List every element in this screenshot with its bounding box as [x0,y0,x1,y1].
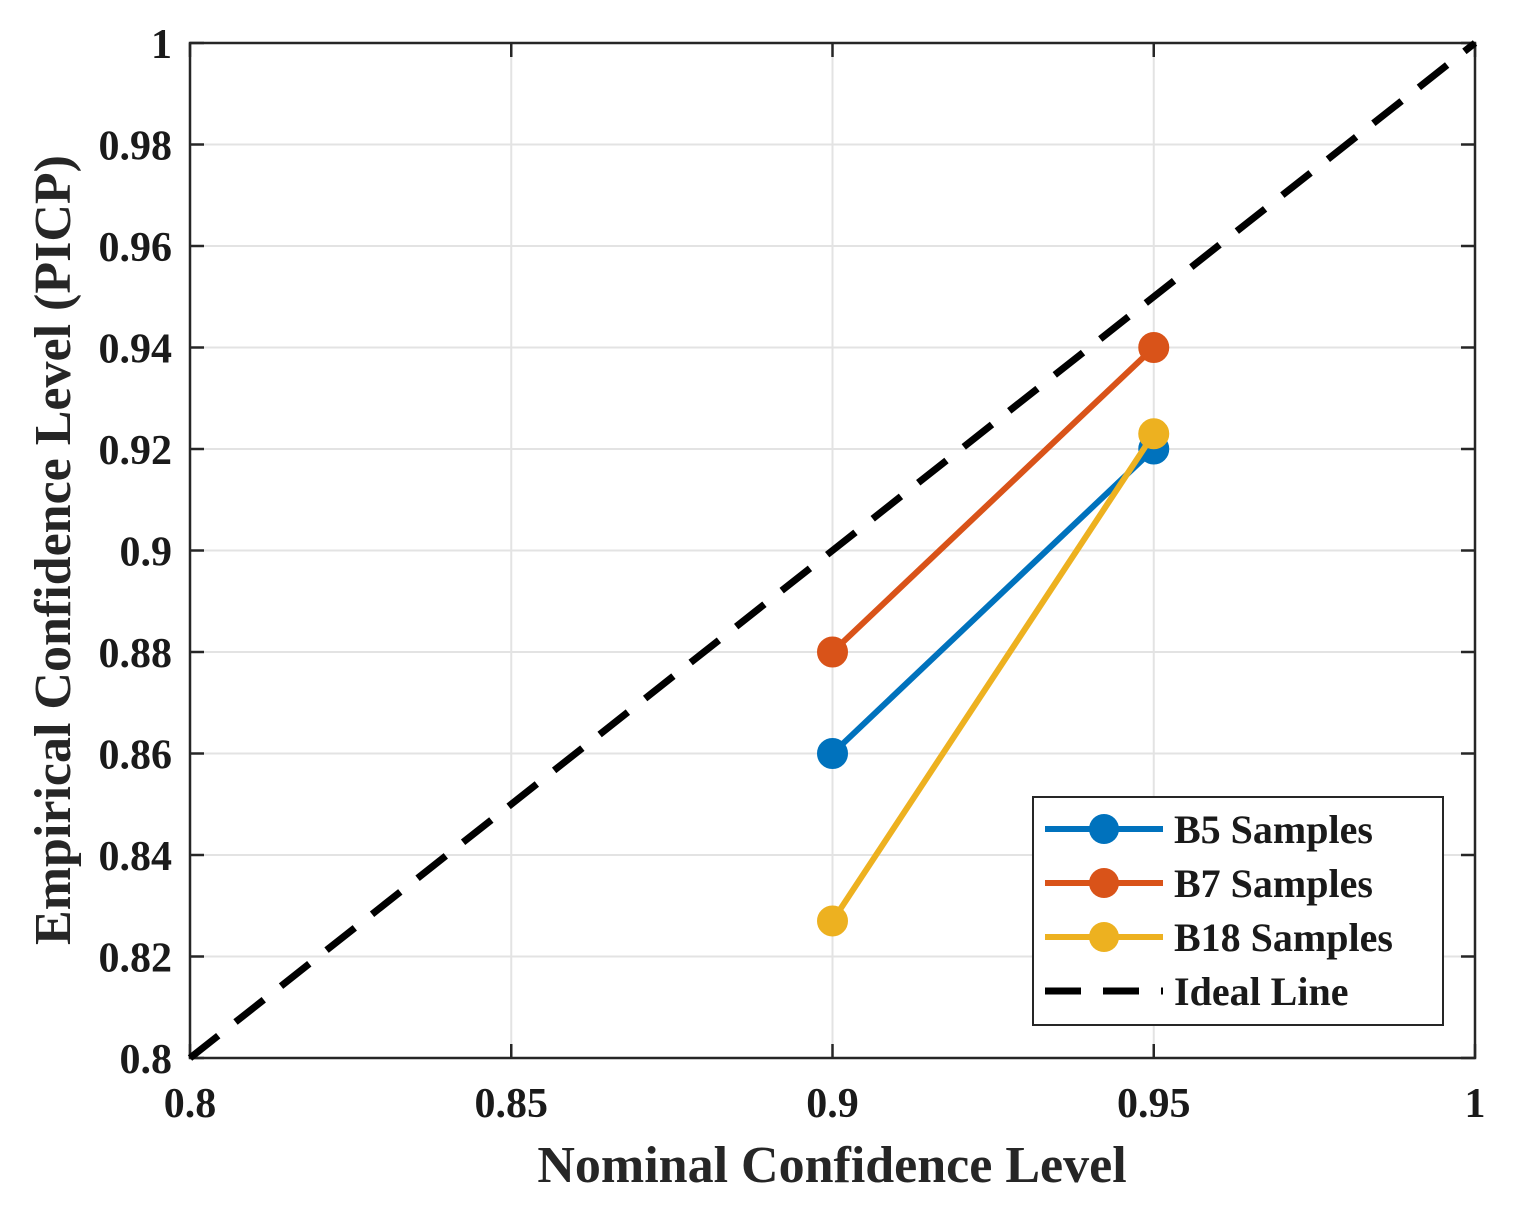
b7-samples-line [830,345,1156,655]
legend-b18-samples-label: B18 Samples [1174,915,1393,960]
y-tick-label: 0.84 [99,834,173,880]
b5-samples-line [830,446,1156,756]
b18-samples-point [817,905,848,937]
legend: B5 Samples B7 Samples B18 Samples Ideal Lin… [1032,796,1444,1026]
legend-b7-samples-marker [1089,868,1119,898]
legend-items: B5 Samples B7 Samples B18 Samples Ideal Lin… [1045,807,1393,1014]
y-tick-label: 0.8 [120,1037,173,1083]
y-axis-title: Empirical Confidence Level (PICP) [25,155,82,945]
b18-samples-line [829,432,1157,923]
legend-b7-samples-label: B7 Samples [1174,861,1373,906]
x-axis-title: Nominal Confidence Level [537,1137,1126,1194]
b5-samples-point [817,738,848,769]
legend-b18-samples-marker [1089,922,1119,952]
y-tick-label: 0.98 [99,124,173,170]
ideal-line-line [187,40,1478,1061]
x-tick-label: 0.95 [1117,1081,1191,1127]
y-tick-label: 0.86 [99,733,173,779]
y-tick-label: 0.94 [99,327,173,373]
x-tick-label: 0.85 [475,1081,549,1127]
y-tick-label: 0.9 [120,530,173,576]
y-tick-label: 0.96 [99,225,173,271]
y-tick-label: 1 [151,22,172,68]
tick-layer: 0.8 0.85 0.9 0.95 1 0.8 0.82 0.84 0.86 0.88 0.9 0.9… [99,22,1486,1127]
y-tick-label: 0.92 [99,428,173,474]
b7-samples-point [1138,332,1170,363]
legend-ideal-line-label: Ideal Line [1174,969,1348,1014]
y-tick-label: 0.82 [99,936,173,982]
legend-b5-samples-label: B5 Samples [1174,807,1373,852]
x-tick-label: 0.8 [164,1081,217,1127]
x-tick-label: 0.9 [806,1081,859,1127]
series-layer [187,40,1478,1061]
y-tick-label: 0.88 [99,631,173,677]
x-tick-label: 1 [1465,1081,1486,1127]
b18-samples-point [1138,418,1170,450]
b7-samples-point [817,636,848,668]
legend-b5-samples-marker [1089,814,1119,844]
